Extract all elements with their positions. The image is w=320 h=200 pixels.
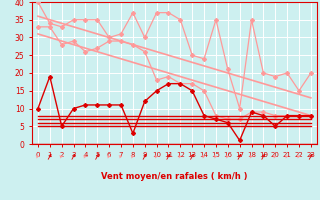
X-axis label: Vent moyen/en rafales ( km/h ): Vent moyen/en rafales ( km/h )	[101, 172, 248, 181]
